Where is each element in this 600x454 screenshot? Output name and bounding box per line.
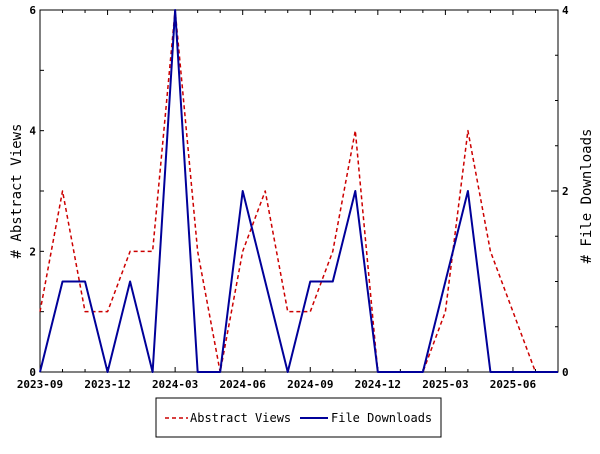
data-point-abstract-views: [309, 311, 311, 313]
data-point-file-downloads: [355, 190, 357, 192]
y-tick-label-left: 6: [29, 4, 36, 17]
data-point-file-downloads: [490, 371, 492, 373]
data-point-abstract-views: [242, 251, 244, 253]
x-tick-label: 2025-03: [422, 378, 468, 391]
series-line-file-downloads: [39, 9, 558, 373]
data-point-file-downloads: [535, 371, 537, 373]
data-point-abstract-views: [264, 190, 266, 192]
x-tick-label: 2025-06: [490, 378, 537, 391]
legend-label-abstract-views: Abstract Views: [190, 411, 291, 425]
x-tick-label: 2024-09: [287, 378, 333, 391]
data-point-abstract-views: [84, 311, 86, 313]
data-point-file-downloads: [512, 371, 514, 373]
data-point-abstract-views: [355, 130, 357, 132]
x-tick-label: 2024-03: [152, 378, 198, 391]
plot-frame: [39, 9, 559, 373]
data-point-abstract-views: [512, 311, 514, 313]
data-point-abstract-views: [490, 251, 492, 253]
y-tick-label-right: 4: [562, 4, 569, 17]
data-point-abstract-views: [107, 311, 109, 313]
data-point-file-downloads: [264, 281, 266, 283]
data-point-file-downloads: [39, 371, 41, 373]
legend: Abstract Views File Downloads: [155, 397, 442, 438]
data-point-file-downloads: [377, 371, 379, 373]
y-axis-title-left: # Abstract Views: [9, 124, 25, 259]
y-tick-label-right: 0: [562, 366, 569, 379]
data-point-file-downloads: [422, 371, 424, 373]
data-point-abstract-views: [62, 190, 64, 192]
series-line-abstract-views: [39, 9, 558, 373]
y-tick-label-left: 4: [29, 125, 36, 138]
data-point-file-downloads: [219, 371, 221, 373]
x-tick-label: 2024-06: [220, 378, 267, 391]
data-point-file-downloads: [287, 371, 289, 373]
data-point-file-downloads: [400, 371, 402, 373]
data-point-file-downloads: [84, 281, 86, 283]
x-tick-label: 2023-12: [84, 378, 130, 391]
ticks-layer: 2023-09 2023-12 2024-03 2024-06 2024-09 2024-…: [17, 4, 569, 391]
data-point-abstract-views: [39, 311, 41, 313]
series-layer: [39, 9, 559, 373]
data-point-abstract-views: [152, 251, 154, 253]
data-point-file-downloads: [107, 371, 109, 373]
x-tick-label: 2024-12: [355, 378, 401, 391]
data-point-abstract-views: [197, 251, 199, 253]
data-point-file-downloads: [197, 371, 199, 373]
data-point-abstract-views: [287, 311, 289, 313]
data-point-file-downloads: [467, 190, 469, 192]
data-point-abstract-views: [467, 130, 469, 132]
data-point-file-downloads: [174, 9, 176, 11]
legend-box: [155, 397, 442, 438]
data-point-abstract-views: [332, 251, 334, 253]
data-point-file-downloads: [242, 190, 244, 192]
data-point-file-downloads: [557, 371, 559, 373]
data-point-abstract-views: [129, 251, 131, 253]
data-point-file-downloads: [62, 281, 64, 283]
data-point-file-downloads: [309, 281, 311, 283]
y-tick-label-left: 2: [29, 245, 36, 258]
data-point-file-downloads: [129, 281, 131, 283]
data-point-file-downloads: [445, 281, 447, 283]
data-point-file-downloads: [332, 281, 334, 283]
y-axis-title-right: # File Downloads: [579, 129, 595, 264]
legend-label-file-downloads: File Downloads: [331, 411, 432, 425]
data-point-abstract-views: [445, 311, 447, 313]
x-tick-label: 2023-09: [17, 378, 63, 391]
data-point-file-downloads: [152, 371, 154, 373]
y-tick-label-right: 2: [562, 185, 569, 198]
y-tick-label-left: 0: [29, 366, 36, 379]
